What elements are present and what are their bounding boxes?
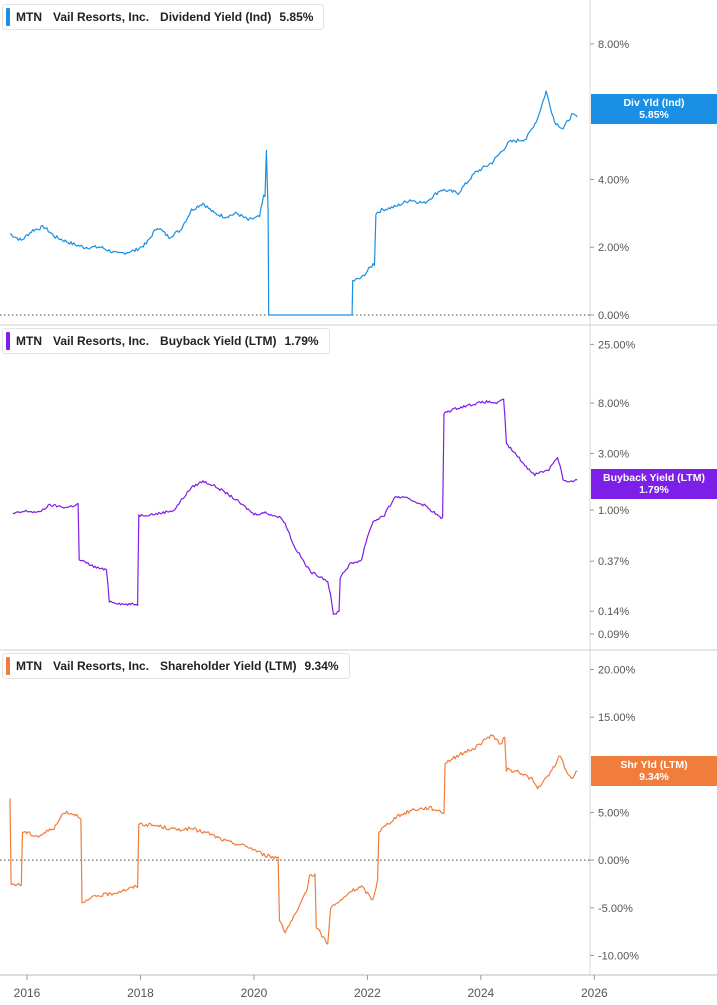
y-tick-label: 25.00%: [598, 339, 636, 351]
legend-company: Vail Resorts, Inc.: [53, 659, 150, 673]
flag-value: 5.85%: [639, 109, 669, 121]
legend-ticker: MTN: [16, 334, 42, 348]
flag-value: 9.34%: [639, 771, 669, 783]
y-tick-label: 3.00%: [598, 448, 629, 460]
y-tick-label: 20.00%: [598, 665, 636, 677]
legend-value: 9.34%: [304, 659, 339, 673]
series-line: [9, 90, 578, 316]
legend-value: 5.85%: [279, 10, 314, 24]
legend-ticker: MTN: [16, 10, 42, 24]
legend-ticker: MTN: [16, 659, 42, 673]
x-tick-label: 2024: [468, 986, 495, 1000]
y-tick-label: 0.00%: [598, 310, 629, 322]
legend-company: Vail Resorts, Inc.: [53, 10, 150, 24]
x-axis: 2016 2018 2020 2022 2024 2026: [0, 974, 717, 1000]
legend-company: Vail Resorts, Inc.: [53, 334, 150, 348]
y-tick-label: -5.00%: [598, 903, 633, 915]
series-color-swatch: [6, 332, 10, 350]
current-value-flag-buyback: Buyback Yield (LTM) 1.79%: [591, 469, 717, 499]
legend-value: 1.79%: [284, 334, 319, 348]
legend-shareholder-yield[interactable]: MTN Vail Resorts, Inc. Shareholder Yield…: [2, 653, 350, 679]
panel-1: 0.00% 2.00% 4.00% 8.00%: [0, 39, 717, 326]
panel-2: 0.09% 0.14% 0.37% 1.00% 3.00% 8.00% 25.00%: [0, 339, 717, 651]
y-tick-label: 0.37%: [598, 556, 629, 568]
series-color-swatch: [6, 8, 10, 26]
current-value-flag-shareholder: Shr Yld (LTM) 9.34%: [591, 756, 717, 786]
x-tick-label: 2018: [127, 986, 154, 1000]
y-tick-label: 2.00%: [598, 242, 629, 254]
legend-metric: Shareholder Yield (LTM): [160, 659, 297, 673]
flag-label: Div Yld (Ind): [623, 97, 685, 109]
legend-dividend-yield[interactable]: MTN Vail Resorts, Inc. Dividend Yield (I…: [2, 4, 325, 30]
series-line: [12, 398, 578, 615]
y-tick-label: 0.09%: [598, 629, 629, 641]
flag-value: 1.79%: [639, 484, 669, 496]
x-tick-label: 2020: [241, 986, 268, 1000]
x-tick-label: 2022: [354, 986, 381, 1000]
x-tick-label: 2016: [14, 986, 41, 1000]
flag-label: Shr Yld (LTM): [620, 759, 688, 771]
y-tick-label: 1.00%: [598, 505, 629, 517]
x-tick-label: 2026: [581, 986, 608, 1000]
y-tick-label: 8.00%: [598, 398, 629, 410]
series-color-swatch: [6, 657, 10, 675]
current-value-flag-dividend: Div Yld (Ind) 5.85%: [591, 94, 717, 124]
legend-metric: Dividend Yield (Ind): [160, 10, 272, 24]
y-tick-label: 4.00%: [598, 174, 629, 186]
y-tick-label: 15.00%: [598, 712, 636, 724]
y-tick-label: 0.00%: [598, 855, 629, 867]
y-tick-label: 8.00%: [598, 39, 629, 51]
legend-metric: Buyback Yield (LTM): [160, 334, 277, 348]
legend-buyback-yield[interactable]: MTN Vail Resorts, Inc. Buyback Yield (LT…: [2, 328, 330, 354]
y-tick-label: 0.14%: [598, 606, 629, 618]
series-line: [9, 734, 578, 945]
y-tick-label: -10.00%: [598, 950, 639, 962]
panel-3: -10.00% -5.00% 0.00% 5.00% 15.00% 20.00%: [0, 665, 639, 962]
y-tick-label: 5.00%: [598, 808, 629, 820]
flag-label: Buyback Yield (LTM): [603, 472, 705, 484]
